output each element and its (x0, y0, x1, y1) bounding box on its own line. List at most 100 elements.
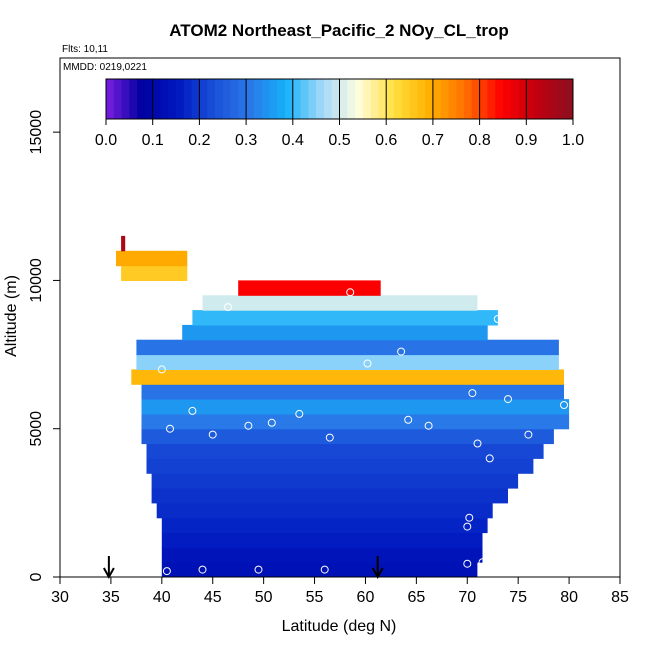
colorbar-segment (425, 79, 434, 119)
data-point (325, 433, 334, 442)
colorbar-segment (199, 79, 208, 119)
colorbar-tick-label: 0.0 (95, 132, 117, 149)
heatmap-cell (121, 265, 188, 281)
colorbar-segment (176, 79, 185, 119)
colorbar-segment (464, 79, 473, 119)
colorbar-segment (409, 79, 418, 119)
colorbar-segment (300, 79, 309, 119)
colorbar-segment (137, 79, 146, 119)
colorbar-segment (448, 79, 457, 119)
colorbar-segment (253, 79, 263, 119)
colorbar-segment (106, 79, 115, 119)
colorbar-segment (222, 79, 232, 119)
heatmap-cell (161, 562, 478, 577)
data-point (468, 389, 477, 398)
heatmap-cell (161, 532, 483, 548)
colorbar-segment (440, 79, 449, 119)
x-tick-label: 55 (306, 589, 324, 606)
colorbar-segment (541, 79, 551, 119)
colorbar-tick-label: 0.7 (422, 132, 444, 149)
colorbar-segment (510, 79, 519, 119)
colorbar-segment (394, 79, 403, 119)
heatmap-cell (141, 399, 570, 415)
colorbar: 0.0 0.1 0.2 0.3 0.4 0.5 0.6 0.7 0.8 0.9 1.0 (95, 78, 584, 149)
y-tick-label: 0 (28, 572, 45, 581)
colorbar-segment (479, 79, 488, 119)
heatmap-cell (146, 458, 534, 474)
heatmap-cell (146, 443, 544, 459)
data-point (397, 347, 406, 356)
data-point (504, 395, 512, 404)
data-point (320, 565, 329, 574)
colorbar-segment (534, 79, 543, 119)
heatmap-layers (116, 235, 570, 577)
colorbar-tick-label: 0.3 (235, 132, 257, 149)
colorbar-segment (152, 79, 161, 119)
colorbar-segment (362, 79, 372, 119)
colorbar-segment (168, 79, 177, 119)
colorbar-segment (432, 79, 442, 119)
colorbar-segment (292, 79, 302, 119)
data-point (463, 522, 472, 531)
colorbar-segment (370, 79, 379, 119)
colorbar-segment (557, 79, 566, 119)
colorbar-tick-label: 0.5 (328, 132, 350, 149)
data-point (363, 359, 372, 368)
x-tick-label: 35 (102, 589, 120, 606)
colorbar-tick-label: 0.2 (188, 132, 210, 149)
colorbar-segment (285, 79, 294, 119)
flights-label: Flts: 10,11 (62, 44, 108, 55)
colorbar-segment (401, 79, 411, 119)
colorbar-segment (323, 79, 333, 119)
x-axis-label: Latitude (deg N) (282, 618, 397, 635)
data-point (524, 430, 533, 439)
data-point (424, 421, 433, 430)
x-tick-label: 60 (357, 589, 375, 606)
data-point (493, 315, 502, 323)
y-tick-label: 5000 (28, 411, 45, 447)
y-tick-label: 10000 (28, 258, 45, 303)
heatmap-cell (151, 473, 519, 489)
colorbar-segment (331, 79, 340, 119)
colorbar-segment (339, 79, 348, 119)
x-tick-label: 85 (611, 589, 629, 606)
y-axis: 0 5000 10000 15000 (28, 110, 61, 581)
heatmap-cell (202, 295, 478, 311)
heatmap-cell (116, 250, 188, 267)
data-point (188, 406, 197, 415)
colorbar-segment (129, 79, 138, 119)
colorbar-segment (277, 79, 286, 119)
heatmap-cell (238, 280, 381, 296)
colorbar-segment (308, 79, 317, 119)
colorbar-segment (121, 79, 130, 119)
colorbar-segment (215, 79, 224, 119)
colorbar-segment (269, 79, 278, 119)
mmdd-label: MMDD: 0219,0221 (63, 62, 147, 73)
heatmap-cell (182, 324, 488, 341)
colorbar-segment (238, 79, 247, 119)
x-tick-label: 50 (255, 589, 273, 606)
colorbar-tick-label: 0.4 (282, 132, 304, 149)
colorbar-segment (526, 79, 535, 119)
colorbar-segment (378, 79, 387, 119)
heatmap-cell (151, 488, 508, 504)
data-point (254, 565, 263, 574)
heatmap-cell (156, 502, 493, 519)
colorbar-tick-label: 0.1 (142, 132, 164, 149)
data-point (198, 565, 207, 574)
y-axis-label: Altitude (m) (3, 275, 20, 357)
colorbar-segment (456, 79, 465, 119)
colorbar-segment (144, 79, 154, 119)
x-tick-label: 65 (407, 589, 425, 606)
heatmap-cell (161, 547, 483, 563)
heatmap-cell (131, 369, 565, 385)
colorbar-segment (471, 79, 481, 119)
heatmap-cell (141, 428, 554, 445)
colorbar-segment (347, 79, 356, 119)
data-point (463, 559, 472, 568)
colorbar-segment (386, 79, 395, 119)
data-point (244, 421, 253, 430)
colorbar-segment (487, 79, 496, 119)
heatmap-cell (136, 354, 559, 370)
colorbar-tick-label: 0.6 (375, 132, 397, 149)
